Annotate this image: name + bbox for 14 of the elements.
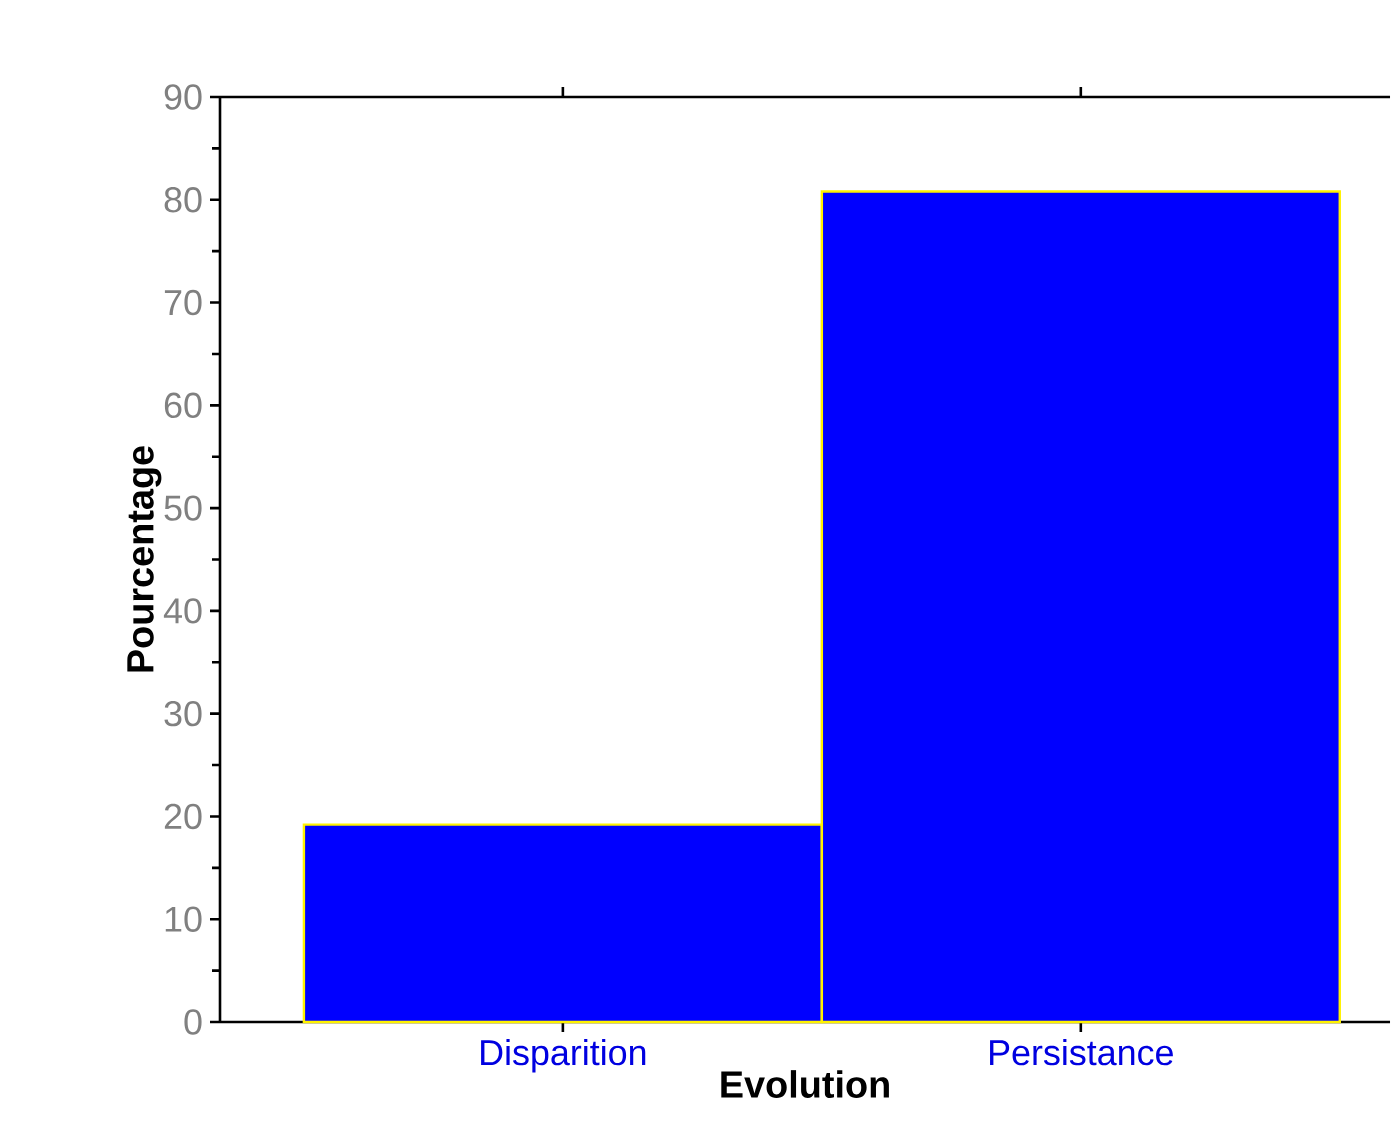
y-axis-title: Pourcentage xyxy=(127,446,162,672)
y-tick-label: 60 xyxy=(164,392,202,419)
x-axis-title: Evolution xyxy=(721,1070,889,1098)
x-tick-label: Persistance xyxy=(990,1039,1173,1066)
y-tick-label: 80 xyxy=(164,187,202,213)
y-tick-label: 90 xyxy=(164,84,202,110)
y-tick-label: 10 xyxy=(165,906,202,932)
y-tick-label: 70 xyxy=(164,289,202,316)
y-tick-label: 50 xyxy=(164,495,202,521)
y-tick-label: 0 xyxy=(184,1009,202,1035)
y-tick-label: 20 xyxy=(164,803,202,830)
y-tick-label: 30 xyxy=(164,700,202,727)
x-tick-label: Disparition xyxy=(481,1039,646,1073)
y-tick-label: 40 xyxy=(163,598,202,624)
